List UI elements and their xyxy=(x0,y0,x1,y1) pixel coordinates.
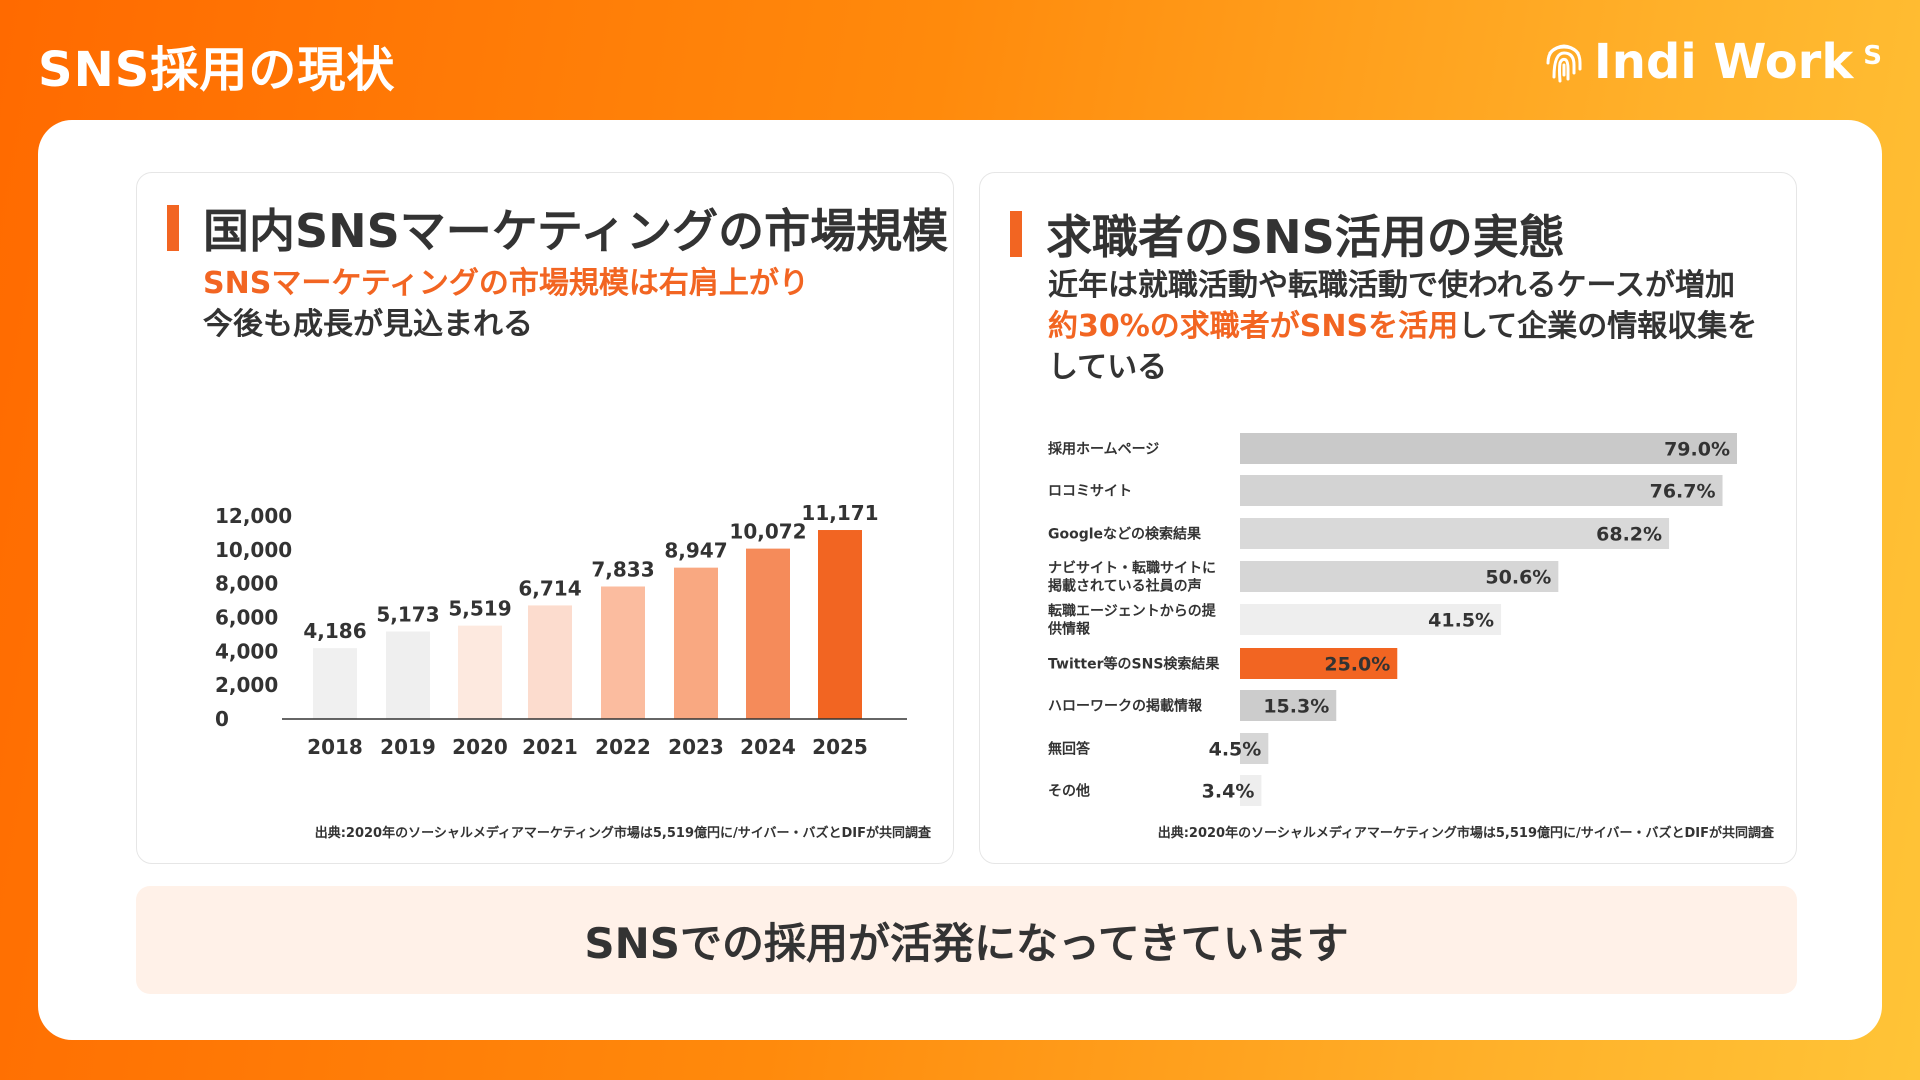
hbar-value-label: 25.0% xyxy=(1324,654,1390,676)
hbar-category-label: その他 xyxy=(1048,783,1090,800)
bar xyxy=(818,530,862,719)
bar xyxy=(458,625,502,719)
bar xyxy=(674,567,718,719)
value-label: 5,173 xyxy=(376,602,439,626)
heading-accent-bar xyxy=(167,205,179,251)
market-size-panel: 国内SNSマーケティングの市場規模 SNSマーケティングの市場規模は右肩上がり … xyxy=(136,172,954,864)
market-size-heading-text: 国内SNSマーケティングの市場規模 xyxy=(203,204,949,258)
conclusion-banner: SNSでの採用が活発になってきています xyxy=(136,886,1797,994)
value-label: 11,171 xyxy=(801,501,878,525)
x-tick-label: 2024 xyxy=(740,735,796,759)
bar xyxy=(746,548,790,719)
hbar xyxy=(1240,475,1723,506)
y-tick-label: 12,000 xyxy=(215,504,292,528)
x-tick-label: 2020 xyxy=(452,735,508,759)
logo-text: Indi Work xyxy=(1593,34,1854,90)
hbar-value-label: 79.0% xyxy=(1664,439,1730,461)
hbar-value-label: 3.4% xyxy=(1202,781,1255,803)
heading-accent-bar xyxy=(1010,211,1022,257)
fingerprint-icon xyxy=(1546,44,1582,83)
x-tick-label: 2019 xyxy=(380,735,436,759)
hbar xyxy=(1240,690,1337,721)
main-card: 国内SNSマーケティングの市場規模 SNSマーケティングの市場規模は右肩上がり … xyxy=(38,120,1882,1040)
hbar-category-label: 無回答 xyxy=(1048,741,1091,758)
y-tick-label: 0 xyxy=(215,707,229,731)
job-seeker-heading: 求職者のSNS活用の実態 xyxy=(1010,201,1565,267)
y-tick-label: 2,000 xyxy=(215,673,278,697)
x-tick-label: 2025 xyxy=(812,735,868,759)
hbar-category-label: Googleなどの検索結果 xyxy=(1048,526,1202,543)
value-label: 4,186 xyxy=(303,619,366,643)
hbar-value-label: 15.3% xyxy=(1263,696,1329,718)
hbar-value-label: 50.6% xyxy=(1485,567,1551,589)
bar xyxy=(386,631,430,719)
hbar xyxy=(1240,648,1398,679)
x-tick-label: 2018 xyxy=(307,735,363,759)
hbar-category-label: 採用ホームページ xyxy=(1048,441,1159,458)
job-seeker-heading-text: 求職者のSNS活用の実態 xyxy=(1046,210,1565,264)
x-tick-label: 2022 xyxy=(595,735,651,759)
bar xyxy=(313,648,357,719)
market-size-subtitle: SNSマーケティングの市場規模は右肩上がり 今後も成長が見込まれる xyxy=(203,263,809,345)
hbar-value-label: 68.2% xyxy=(1596,524,1662,546)
market-size-source: 出典:2020年のソーシャルメディアマーケティング市場は5,519億円に/サイバ… xyxy=(314,826,931,841)
x-tick-label: 2021 xyxy=(522,735,578,759)
value-label: 8,947 xyxy=(664,539,727,563)
hbar xyxy=(1240,733,1269,764)
hbar-category-label: ハローワークの掲載情報 xyxy=(1048,698,1203,715)
hbar xyxy=(1240,433,1737,464)
market-size-bar-chart: 0 2,000 4,000 6,000 8,000 10,000 12,000 4,186 20… xyxy=(215,501,907,759)
bar xyxy=(601,586,645,719)
y-tick-label: 4,000 xyxy=(215,639,278,663)
hbar-category-label: ロコミサイト xyxy=(1048,484,1132,500)
job-seeker-subtitle: 近年は就職活動や転職活動で使われるケースが増加 約30%の求職者がSNSを活用し… xyxy=(1048,265,1757,388)
value-label: 10,072 xyxy=(729,520,806,544)
market-size-heading: 国内SNSマーケティングの市場規模 xyxy=(167,195,948,261)
job-seeker-hbar-chart: 79.0% 採用ホームページ 76.7% ロコミサイト 68.2% Googleなどの検索… xyxy=(1047,433,1737,806)
market-size-subtitle-rest: 今後も成長が見込まれる xyxy=(203,307,533,342)
value-label: 6,714 xyxy=(518,576,581,600)
page-title: SNS採用の現状 xyxy=(38,42,396,98)
value-label: 5,519 xyxy=(448,597,511,621)
job-seeker-source: 出典:2020年のソーシャルメディアマーケティング市場は5,519億円に/サイバ… xyxy=(1157,826,1774,841)
value-label: 7,833 xyxy=(591,557,654,581)
market-size-subtitle-accent: SNSマーケティングの市場規模は右肩上がり xyxy=(203,266,809,301)
x-tick-label: 2023 xyxy=(668,735,724,759)
job-seeker-subtitle-line1: 近年は就職活動や転職活動で使われるケースが増加 xyxy=(1048,268,1735,303)
job-seeker-panel: 求職者のSNS活用の実態 近年は就職活動や転職活動で使われるケースが増加 約30… xyxy=(979,172,1797,864)
hbar-value-label: 76.7% xyxy=(1650,481,1716,503)
hbar-value-label: 41.5% xyxy=(1428,610,1494,632)
y-tick-label: 10,000 xyxy=(215,538,292,562)
hbar-category-label: Twitter等のSNS検索結果 xyxy=(1048,656,1220,673)
y-tick-label: 6,000 xyxy=(215,606,278,630)
job-seeker-subtitle-line2: 約30%の求職者がSNSを活用して企業の情報収集を xyxy=(1048,306,1757,347)
hbar xyxy=(1240,604,1502,635)
job-seeker-subtitle-rest: して企業の情報収集を xyxy=(1458,309,1758,344)
hbar xyxy=(1240,775,1262,806)
hbar-value-label: 4.5% xyxy=(1209,739,1262,761)
bar xyxy=(528,605,572,719)
hbar xyxy=(1240,518,1670,549)
logo-suffix: S xyxy=(1863,41,1882,71)
hbar-category-label: ナビサイト・転職サイトに掲載されている社員の声 xyxy=(1048,560,1216,595)
job-seeker-subtitle-accent: 約30%の求職者がSNSを活用 xyxy=(1048,309,1459,344)
brand-logo: Indi Work S xyxy=(1544,34,1882,90)
hbar xyxy=(1240,561,1559,592)
y-tick-label: 8,000 xyxy=(215,572,278,596)
job-seeker-subtitle-line3: している xyxy=(1048,350,1168,385)
hbar-category-label: 転職エージェントからの提供情報 xyxy=(1047,603,1217,638)
